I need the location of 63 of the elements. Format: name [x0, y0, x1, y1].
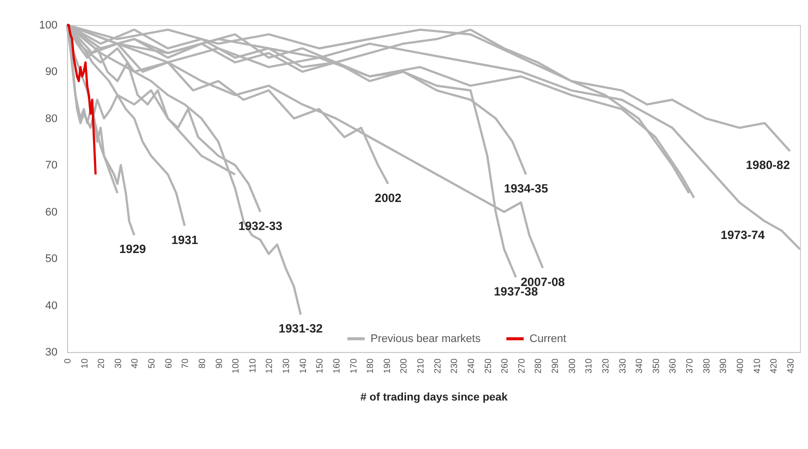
x-tick-label: 210 [416, 358, 426, 374]
y-tick-label: 60 [45, 206, 58, 218]
x-tick-label: 150 [314, 358, 325, 374]
y-tick-label: 80 [45, 112, 58, 125]
annotation: 1931 [171, 232, 198, 247]
x-tick-label: 20 [96, 358, 106, 369]
x-tick-label: 110 [247, 358, 258, 373]
x-tick-label: 290 [550, 358, 560, 374]
legend-label: Previous bear markets [370, 332, 482, 345]
annotation: 1934-35 [504, 181, 548, 196]
x-tick-label: 380 [701, 358, 712, 374]
annotation: 1929 [119, 242, 146, 256]
x-tick-label: 220 [432, 358, 442, 374]
annotation: 2002 [374, 190, 402, 205]
x-tick-label: 0 [62, 358, 72, 364]
x-tick-label: 160 [331, 358, 342, 374]
x-tick-label: 240 [466, 358, 476, 374]
x-axis-title: # of trading days since peak [360, 392, 509, 404]
x-tick-label: 40 [130, 358, 140, 369]
x-tick-label: 410 [752, 358, 762, 374]
annotation: 1932-33 [238, 218, 283, 233]
x-tick-label: 320 [600, 358, 610, 374]
x-tick-label: 140 [298, 358, 308, 374]
y-tick-label: 40 [45, 300, 58, 312]
x-tick-label: 280 [533, 358, 544, 374]
x-tick-label: 60 [163, 358, 174, 369]
x-tick-label: 270 [516, 358, 526, 374]
x-tick-label: 10 [79, 358, 90, 369]
x-tick-label: 310 [584, 358, 594, 374]
x-tick-label: 170 [348, 358, 358, 374]
y-tick-label: 30 [45, 346, 58, 358]
annotation: 1973-74 [720, 228, 766, 242]
x-tick-label: 130 [281, 358, 292, 374]
x-tick-label: 340 [634, 358, 644, 374]
x-tick-label: 70 [180, 358, 190, 369]
x-tick-label: 390 [718, 358, 728, 374]
x-tick-label: 230 [449, 358, 460, 374]
x-tick-label: 370 [684, 358, 695, 374]
annotation: 1980-82 [746, 158, 790, 172]
x-tick-label: 420 [768, 358, 779, 374]
x-tick-label: 350 [650, 358, 661, 374]
x-tick-label: 100 [230, 358, 241, 374]
x-tick-label: 80 [196, 358, 207, 369]
y-tick-label: 50 [45, 253, 58, 266]
x-tick-label: 330 [617, 358, 628, 374]
x-tick-label: 250 [482, 358, 493, 374]
x-tick-label: 120 [264, 358, 274, 374]
x-tick-label: 200 [398, 358, 409, 374]
y-tick-label: 100 [39, 20, 58, 32]
annotation: 1931-32 [278, 322, 324, 336]
x-tick-label: 430 [785, 358, 796, 374]
x-tick-label: 30 [112, 358, 123, 369]
x-tick-label: 90 [214, 358, 224, 369]
x-tick-label: 300 [566, 358, 577, 374]
x-tick-label: 190 [382, 358, 392, 374]
y-tick-label: 90 [45, 66, 58, 78]
legend-label: Current [530, 332, 566, 345]
x-tick-label: 360 [668, 358, 678, 374]
y-tick-label: 70 [45, 160, 58, 172]
x-tick-label: 180 [365, 358, 376, 374]
x-tick-label: 400 [734, 358, 745, 374]
x-tick-label: 50 [146, 358, 157, 369]
x-tick-label: 260 [500, 358, 510, 374]
